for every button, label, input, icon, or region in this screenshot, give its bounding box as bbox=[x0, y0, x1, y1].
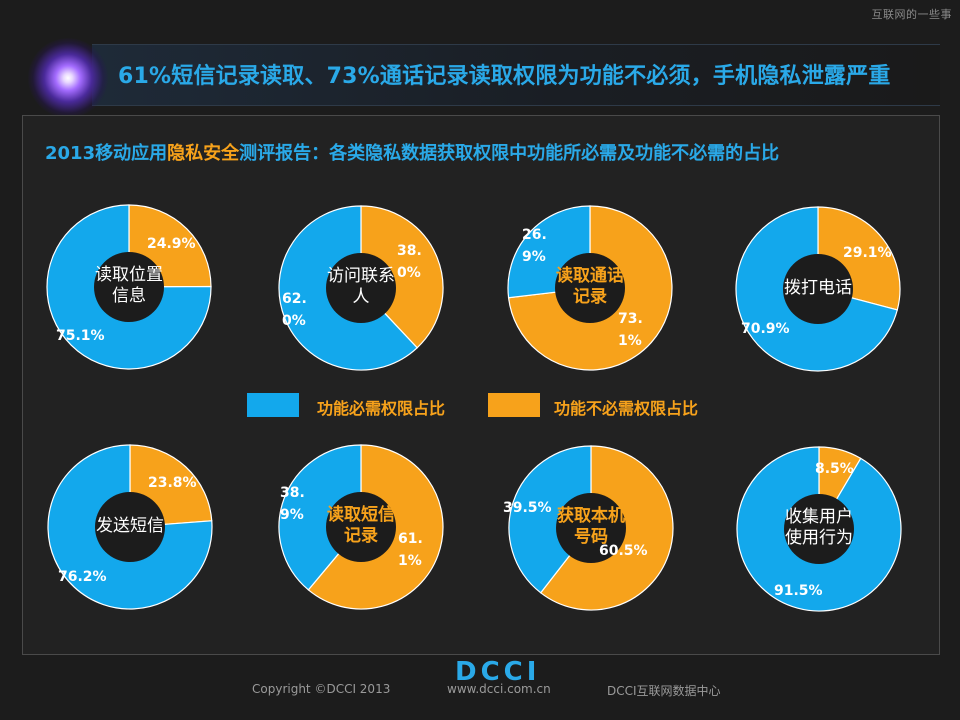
donut-hole-6 bbox=[326, 492, 396, 562]
page-title: 61%短信记录读取、73%通话记录读取权限为功能不必须，手机隐私泄露严重 bbox=[118, 64, 891, 89]
legend-label-required: 功能必需权限占比 bbox=[317, 399, 446, 418]
pct-required-1: 75.1% bbox=[56, 328, 105, 344]
title-bar bbox=[92, 44, 940, 106]
donut-chart-3 bbox=[507, 205, 673, 371]
pct-required-4: 70.9% bbox=[741, 321, 790, 337]
pct-required-8: 91.5% bbox=[774, 583, 823, 599]
pct-required-5: 76.2% bbox=[58, 569, 107, 585]
pct-not-required-2: 38.0% bbox=[397, 243, 422, 281]
donut-center-label-line: 发送短信 bbox=[96, 515, 164, 536]
legend-swatch-required bbox=[247, 393, 299, 417]
donut-chart-4 bbox=[735, 206, 901, 372]
pct-required-6: 38.9% bbox=[280, 485, 305, 523]
donut-center-label-2: 访问联系人 bbox=[311, 266, 411, 308]
dcci-logo: DCCI bbox=[455, 657, 541, 687]
donut-hole-5 bbox=[95, 492, 165, 562]
pct-not-required-8: 8.5% bbox=[815, 461, 854, 477]
pct-not-required-5: 23.8% bbox=[148, 475, 197, 491]
donut-center-label-line: 读取短信 bbox=[327, 505, 395, 525]
footer-copyright: Copyright ©DCCI 2013 bbox=[252, 682, 391, 696]
donut-hole-1 bbox=[94, 252, 164, 322]
donut-center-label-line: 号码 bbox=[574, 527, 608, 547]
donut-chart-1 bbox=[46, 204, 212, 370]
donut-center-label-line: 获取本机 bbox=[557, 506, 625, 526]
legend-label-not-required: 功能不必需权限占比 bbox=[554, 399, 699, 418]
pct-required-3: 26.9% bbox=[522, 227, 547, 265]
donut-chart-7 bbox=[508, 445, 674, 611]
pct-not-required-1: 24.9% bbox=[147, 236, 196, 252]
donut-center-label-line: 读取位置 bbox=[95, 265, 163, 285]
donut-center-label-line: 使用行为 bbox=[785, 528, 853, 548]
donut-hole-3 bbox=[555, 253, 625, 323]
subtitle-prefix: 2013移动应用 bbox=[45, 143, 168, 164]
pct-not-required-4: 29.1% bbox=[843, 245, 892, 261]
donut-chart-8 bbox=[736, 446, 902, 612]
donut-hole-8 bbox=[784, 494, 854, 564]
donut-center-label-line: 记录 bbox=[344, 526, 378, 546]
sparkle-icon bbox=[28, 38, 108, 118]
donut-hole-7 bbox=[556, 493, 626, 563]
donut-center-label-line: 信息 bbox=[112, 286, 146, 306]
legend-swatch-not-required bbox=[488, 393, 540, 417]
donut-center-label-1: 读取位置 信息 bbox=[79, 265, 179, 307]
subtitle-highlight: 隐私安全 bbox=[167, 143, 240, 164]
donut-center-label-4: 拨打电话 bbox=[768, 278, 868, 299]
subtitle-suffix: 测评报告：各类隐私数据获取权限中功能所必需及功能不必需的占比 bbox=[239, 143, 780, 164]
donut-chart-5 bbox=[47, 444, 213, 610]
donut-center-label-5: 发送短信 bbox=[80, 516, 180, 537]
donut-center-label-7: 获取本机 号码 bbox=[541, 506, 641, 548]
watermark: 互联网的一些事 bbox=[871, 8, 952, 21]
pct-not-required-3: 73.1% bbox=[618, 311, 643, 349]
donut-hole-2 bbox=[326, 253, 396, 323]
donut-center-label-line: 收集用户 bbox=[785, 507, 853, 527]
donut-center-label-line: 访问联系 bbox=[327, 266, 395, 286]
pct-not-required-6: 61.1% bbox=[398, 531, 423, 569]
donut-center-label-line: 读取通话 bbox=[556, 266, 624, 286]
footer-url: www.dcci.com.cn bbox=[447, 682, 551, 696]
donut-center-label-line: 记录 bbox=[573, 287, 607, 307]
donut-hole-4 bbox=[783, 254, 853, 324]
donut-center-label-8: 收集用户 使用行为 bbox=[769, 507, 869, 549]
chart-subtitle: 2013移动应用隐私安全测评报告：各类隐私数据获取权限中功能所必需及功能不必需的… bbox=[45, 139, 779, 165]
pct-required-2: 62.0% bbox=[282, 291, 307, 329]
donut-chart-6 bbox=[278, 444, 444, 610]
donut-center-label-6: 读取短信 记录 bbox=[311, 505, 411, 547]
donut-chart-2 bbox=[278, 205, 444, 371]
pct-required-7: 39.5% bbox=[503, 500, 552, 516]
donut-center-label-line: 人 bbox=[352, 287, 370, 307]
pct-not-required-7: 60.5% bbox=[599, 543, 648, 559]
donut-center-label-3: 读取通话 记录 bbox=[540, 266, 640, 308]
donut-center-label-line: 拨打电话 bbox=[784, 277, 852, 298]
footer-org: DCCI互联网数据中心 bbox=[607, 684, 721, 698]
